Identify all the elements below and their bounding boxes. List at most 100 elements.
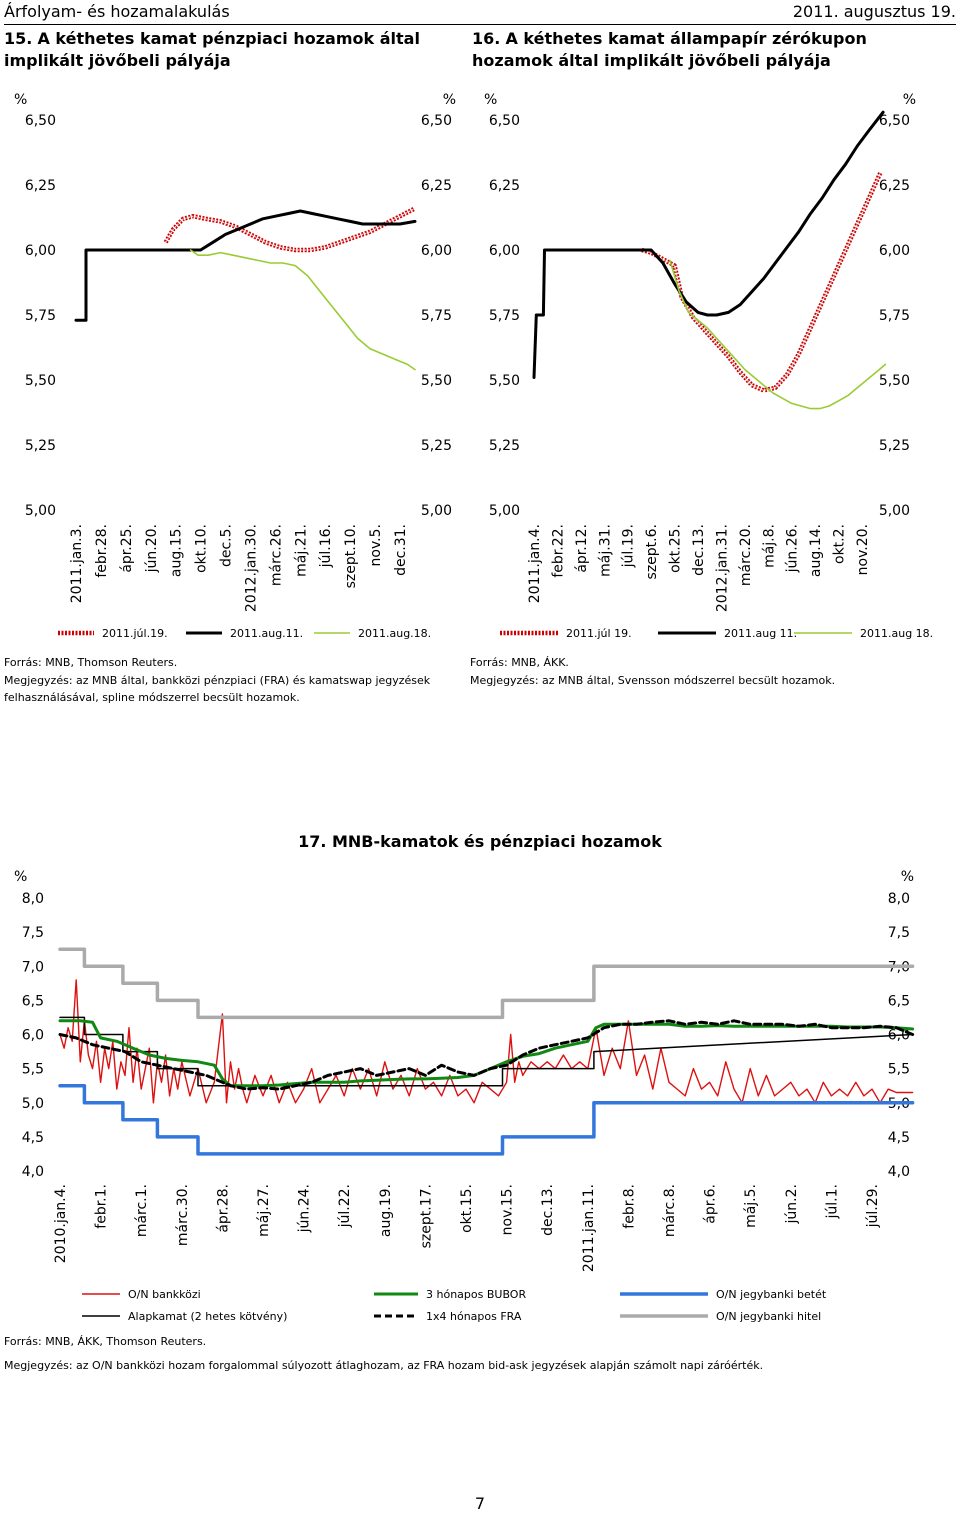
chart15-ytick-right: 5,25 xyxy=(421,438,452,454)
chart15-series-line xyxy=(189,249,416,371)
chart16-ytick-right: 6,25 xyxy=(879,178,910,194)
chart15-title-text: A kéthetes kamat pénzpiaci hozamok által… xyxy=(4,29,420,70)
chart15-ytick-right: 5,75 xyxy=(421,308,452,324)
chart16-xtick-label: dec.13. xyxy=(691,524,707,576)
chart16-xtick-label: 2011.jan.4. xyxy=(527,524,543,603)
chart15-xtick-label: okt.10. xyxy=(194,524,210,573)
chart16-title: 16. A kéthetes kamat állampapír zérókupo… xyxy=(472,28,952,72)
chart17-xtick-label: ápr.6. xyxy=(703,1184,719,1224)
chart17-xtick-label: jún.24. xyxy=(297,1184,313,1233)
chart17-xtick-label: szept.17. xyxy=(418,1184,434,1248)
chart17-ylabel-left: % xyxy=(14,869,27,885)
chart16-ytick-right: 5,50 xyxy=(879,373,910,389)
chart15-ytick-left: 5,00 xyxy=(25,503,56,519)
chart17-legend-label: 3 hónapos BUBOR xyxy=(426,1288,526,1301)
chart15-ytick-left: 5,50 xyxy=(25,373,56,389)
chart16-xtick-label: aug.14. xyxy=(808,524,824,577)
chart17-ytick-right: 4,0 xyxy=(888,1164,910,1180)
chart15-series-line xyxy=(163,206,417,253)
chart17-series-line xyxy=(58,1083,915,1156)
chart16-xtick-label: szept.6. xyxy=(644,524,660,579)
chart17-xtick-label: jún.2. xyxy=(784,1184,800,1224)
chart17-xtick-label: máj.5. xyxy=(743,1184,759,1228)
chart17-xtick-label: febr.8. xyxy=(621,1184,637,1229)
chart17-title: 17. MNB-kamatok és pénzpiaci hozamok xyxy=(298,832,662,851)
chart15-ylabel-right: % xyxy=(443,92,456,108)
chart16-title-number: 16. xyxy=(472,29,501,48)
chart16-ytick-left: 6,00 xyxy=(489,243,520,259)
chart17-svg: % %8,0 8,07,5 7,57,0 7,06,5 6,56,0 6,05,5 5,55,… xyxy=(14,869,915,1323)
chart17-ytick-left: 7,0 xyxy=(22,959,44,975)
chart17-xtick-label: júl.1. xyxy=(824,1184,840,1219)
chart16-ytick-right: 5,75 xyxy=(879,308,910,324)
chart17-ytick-left: 5,0 xyxy=(22,1096,44,1112)
chart15-series-line-overlay xyxy=(165,207,416,251)
chart15-ytick-right: 6,00 xyxy=(421,243,452,259)
chart15-ytick-right: 6,50 xyxy=(421,113,452,129)
chart15-xtick-label: márc.26. xyxy=(268,524,284,586)
chart15-xtick-label: júl.16. xyxy=(318,524,334,568)
chart15-ytick-right: 6,25 xyxy=(421,178,452,194)
chart17-legend-label: O/N bankközi xyxy=(128,1288,201,1301)
chart15-xtick-label: dec.31. xyxy=(393,524,409,576)
chart16-source: Forrás: MNB, ÁKK. xyxy=(470,656,569,669)
chart16-title-text: A kéthetes kamat állampapír zérókupon ho… xyxy=(472,29,867,70)
chart17-legend-label: O/N jegybanki hitel xyxy=(716,1310,821,1323)
chart16-legend-label: 2011.aug 11. xyxy=(724,627,797,640)
chart15-xtick-label: 2011.jan.3. xyxy=(69,524,85,603)
chart17-legend-label: 1x4 hónapos FRA xyxy=(426,1310,522,1323)
chart17-ytick-left: 6,0 xyxy=(22,1028,44,1044)
chart16-series-line xyxy=(669,259,887,410)
chart15-xtick-label: ápr.25. xyxy=(119,524,135,573)
chart15-note: Megjegyzés: az MNB által, bankközi pénzp… xyxy=(4,674,431,704)
chart15-series-line xyxy=(74,209,417,322)
chart17-ytick-left: 7,5 xyxy=(22,925,44,941)
chart17-xtick-label: dec.13. xyxy=(540,1184,556,1236)
chart17-xtick-label: júl.22. xyxy=(337,1184,353,1228)
chart17-xtick-label: okt.15. xyxy=(459,1184,475,1233)
chart17-ytick-left: 4,5 xyxy=(22,1130,44,1146)
chart16-xtick-label: máj.31. xyxy=(597,524,613,577)
chart16-ylabel-left: % xyxy=(484,92,497,108)
chart15-source: Forrás: MNB, Thomson Reuters. xyxy=(4,656,178,669)
chart15-ytick-left: 6,50 xyxy=(25,113,56,129)
chart17-ytick-left: 6,5 xyxy=(22,993,44,1009)
chart15-xtick-label: 2012.jan.30. xyxy=(243,524,259,612)
chart15-xtick-label: szept.10. xyxy=(343,524,359,588)
chart17-xtick-label: nov.15. xyxy=(500,1184,516,1235)
chart16-ytick-left: 6,50 xyxy=(489,113,520,129)
chart15-ytick-right: 5,50 xyxy=(421,373,452,389)
chart17-xtick-label: 2011.jan.11. xyxy=(581,1184,597,1272)
chart17-xtick-label: máj.27. xyxy=(256,1184,272,1237)
chart17-xtick-label: 2010.jan.4. xyxy=(53,1184,69,1263)
chart16-xtick-label: okt.25. xyxy=(668,524,684,573)
chart15-ylabel-left: % xyxy=(14,92,27,108)
chart16-series-line xyxy=(532,110,885,379)
chart15-xtick-label: aug.15. xyxy=(169,524,185,577)
chart15-xtick-label: dec.5. xyxy=(219,524,235,567)
chart15-xtick-label: jún.20. xyxy=(144,524,160,573)
chart15-ytick-left: 6,25 xyxy=(25,178,56,194)
chart17-xtick-label: márc.30. xyxy=(175,1184,191,1246)
chart17-xtick-label: ápr.28. xyxy=(215,1184,231,1233)
chart15-legend-label: 2011.aug.11. xyxy=(230,627,303,640)
chart16-xtick-label: júl.19. xyxy=(621,524,637,568)
chart17-ytick-right: 7,5 xyxy=(888,925,910,941)
chart17-ytick-left: 8,0 xyxy=(22,891,44,907)
chart16-ytick-left: 5,25 xyxy=(489,438,520,454)
chart17-ytick-right: 6,5 xyxy=(888,993,910,1009)
chart16-ytick-left: 5,75 xyxy=(489,308,520,324)
chart16-ytick-left: 6,25 xyxy=(489,178,520,194)
chart17-series-line xyxy=(58,1019,915,1091)
chart16-ytick-left: 5,00 xyxy=(489,503,520,519)
chart16-series-line-overlay xyxy=(641,171,882,392)
chart16-xtick-label: nov.20. xyxy=(855,524,871,575)
chart17-series-line xyxy=(58,1019,915,1088)
chart17-xtick-label: febr.1. xyxy=(94,1184,110,1229)
page-number: 7 xyxy=(474,1494,486,1513)
chart17-legend-label: Alapkamat (2 hetes kötvény) xyxy=(128,1310,287,1323)
chart16-xtick-label: jún.26. xyxy=(785,524,801,573)
chart17-xtick-label: júl.29. xyxy=(865,1184,881,1228)
chart17-xtick-label: márc.1. xyxy=(134,1184,150,1237)
chart17-ytick-right: 8,0 xyxy=(888,891,910,907)
